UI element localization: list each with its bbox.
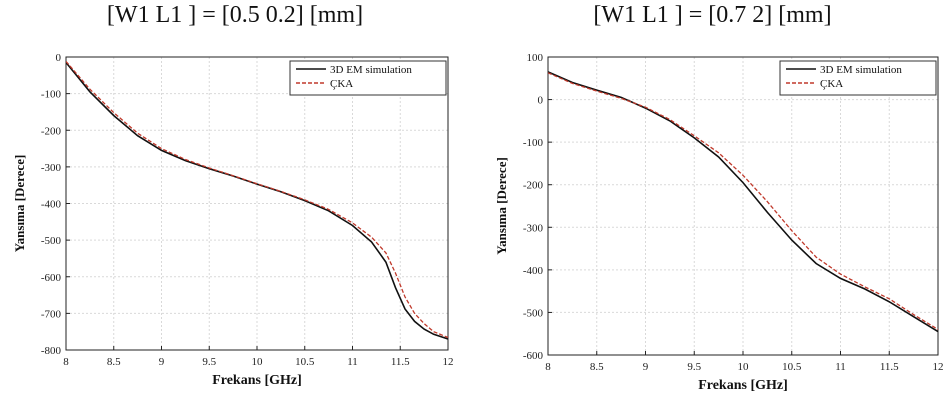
x-tick-label: 9 — [643, 361, 649, 373]
x-tick-label: 8 — [63, 356, 69, 368]
x-tick-label: 8.5 — [590, 361, 604, 373]
y-tick-label: -400 — [523, 265, 544, 277]
x-tick-label: 11 — [835, 361, 846, 373]
line-chart-left: 8 8.5 9 9.5 10 10.5 11 11.5 12 0 -100 -200 -300 -400 -… — [12, 52, 454, 388]
y-tick-label: -200 — [41, 125, 62, 137]
x-tick-label: 9.5 — [202, 356, 216, 368]
y-tick-label: -100 — [523, 137, 544, 149]
series-line-em-simulation — [548, 71, 938, 333]
y-tick-label: -400 — [41, 199, 62, 211]
x-tick-label: 10 — [738, 361, 750, 373]
legend-box — [289, 60, 447, 96]
x-tick-label: 11.5 — [880, 361, 899, 373]
x-tick-label: 8.5 — [107, 356, 121, 368]
legend-box — [779, 60, 937, 96]
series-line-em-simulation — [66, 61, 448, 340]
legend-label: ÇKA — [820, 78, 843, 90]
y-axis-label: Yansıma [Derece] — [494, 157, 509, 255]
y-tick-label: -600 — [523, 350, 544, 362]
series-line-cka — [548, 72, 938, 331]
y-tick-label: -200 — [523, 180, 544, 192]
legend-label: 3D EM simulation — [820, 64, 902, 76]
y-tick-label: -300 — [523, 222, 544, 234]
line-chart-right: 8 8.5 9 9.5 10 10.5 11 11.5 12 100 0 -100 -200 -300 -4… — [494, 52, 944, 393]
y-tick-label: -800 — [41, 345, 62, 357]
legend-label: 3D EM simulation — [330, 64, 412, 76]
y-tick-label: 0 — [538, 95, 544, 107]
x-tick-label: 8 — [545, 361, 551, 373]
x-tick-label: 12 — [933, 361, 944, 373]
series-line-cka — [66, 60, 448, 339]
y-tick-label: -600 — [41, 272, 62, 284]
x-tick-label: 9 — [159, 356, 165, 368]
x-tick-label: 11.5 — [391, 356, 410, 368]
y-axis-label: Yansıma [Derece] — [12, 155, 27, 253]
y-tick-label: -700 — [41, 308, 62, 320]
x-axis-label: Frekans [GHz] — [212, 373, 302, 388]
y-tick-label: 0 — [56, 52, 62, 64]
x-tick-label: 10 — [252, 356, 264, 368]
y-tick-label: -300 — [41, 162, 62, 174]
x-tick-label: 9.5 — [687, 361, 701, 373]
x-tick-label: 10.5 — [782, 361, 802, 373]
chart-panel-right: [W1 L1 ] = [0.7 2] [mm] 8 8.5 9 9.5 10 10.5 11… — [478, 0, 947, 401]
x-tick-label: 12 — [443, 356, 454, 368]
x-axis-label: Frekans [GHz] — [698, 378, 788, 393]
chart-title: [W1 L1 ] = [0.5 0.2] [mm] — [106, 2, 364, 28]
chart-title: [W1 L1 ] = [0.7 2] [mm] — [593, 2, 832, 28]
legend-label: ÇKA — [330, 78, 353, 90]
x-tick-label: 11 — [347, 356, 358, 368]
x-tick-label: 10.5 — [295, 356, 315, 368]
y-tick-label: 100 — [527, 52, 544, 64]
y-tick-label: -500 — [523, 307, 544, 319]
y-tick-label: -500 — [41, 235, 62, 247]
chart-panel-left: [W1 L1 ] = [0.5 0.2] [mm] 8 8.5 9 9.5 10 10.5… — [0, 0, 470, 401]
y-tick-label: -100 — [41, 89, 62, 101]
